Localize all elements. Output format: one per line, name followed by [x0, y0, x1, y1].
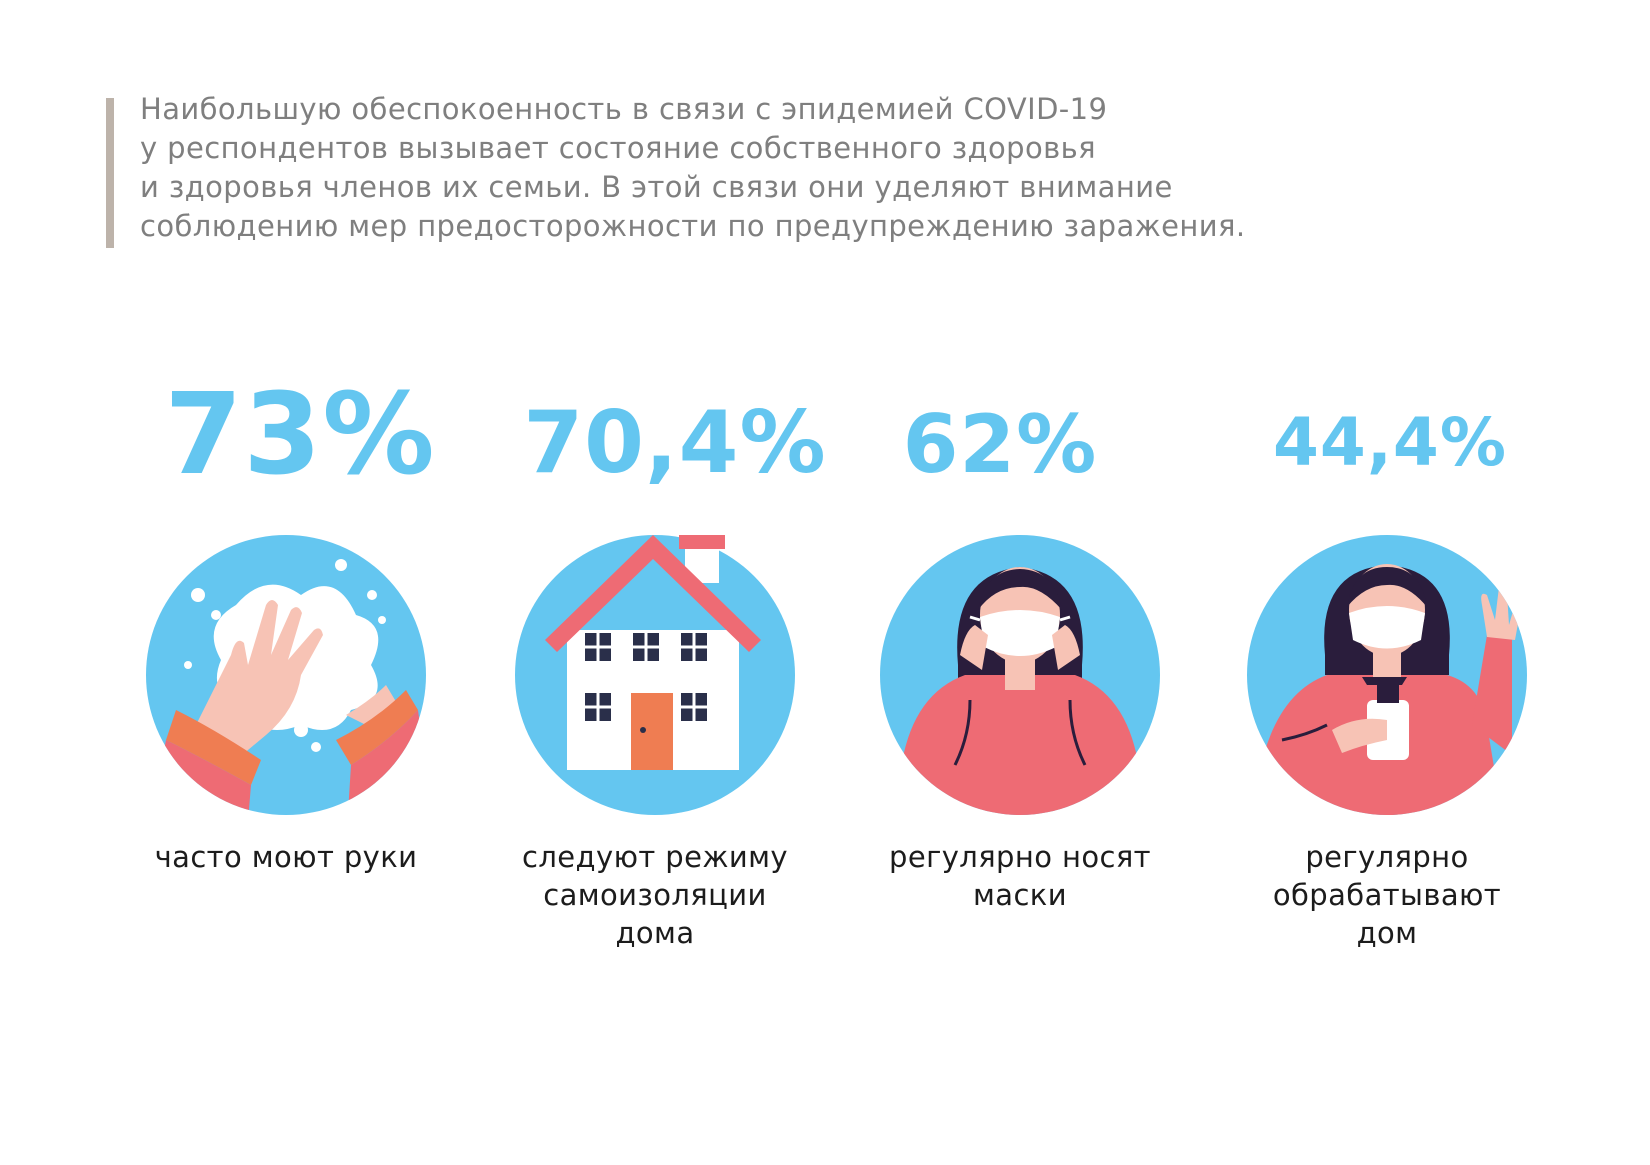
- intro-line: и здоровья членов их семьи. В этой связи…: [140, 170, 1173, 204]
- caption-self-isolation: следуют режиму самоизоляции дома: [495, 838, 815, 952]
- intro-text: Наибольшую обеспокоенность в связи с эпи…: [140, 90, 1520, 246]
- intro-line: у респондентов вызывает состояние собств…: [140, 131, 1096, 165]
- caption-line: дома: [615, 916, 695, 950]
- hand-washing-icon: [146, 535, 426, 815]
- caption-line: маски: [973, 878, 1067, 912]
- caption-line: самоизоляции: [543, 878, 767, 912]
- caption-line: часто моют руки: [154, 840, 418, 874]
- caption-line: следуют режиму: [522, 840, 788, 874]
- intro-accent-bar: [106, 98, 114, 248]
- stat-value-disinfecting: 44,4%: [1273, 404, 1507, 481]
- caption-disinfecting: регулярно обрабатывают дом: [1227, 838, 1547, 952]
- caption-line: регулярно носят: [889, 840, 1151, 874]
- caption-line: дом: [1356, 916, 1418, 950]
- caption-hand-washing: часто моют руки: [126, 838, 446, 876]
- house-icon: [515, 535, 795, 815]
- caption-masks: регулярно носят маски: [860, 838, 1180, 914]
- stat-value-hand-washing: 73%: [164, 370, 436, 500]
- stat-value-self-isolation: 70,4%: [523, 393, 827, 493]
- intro-line: соблюдению мер предосторожности по преду…: [140, 209, 1246, 243]
- woman-mask-icon: [880, 535, 1160, 815]
- stat-value-masks: 62%: [902, 398, 1098, 491]
- woman-disinfecting-icon: [1247, 535, 1527, 815]
- intro-line: Наибольшую обеспокоенность в связи с эпи…: [140, 92, 1108, 126]
- caption-line: регулярно: [1305, 840, 1469, 874]
- caption-line: обрабатывают: [1272, 878, 1502, 912]
